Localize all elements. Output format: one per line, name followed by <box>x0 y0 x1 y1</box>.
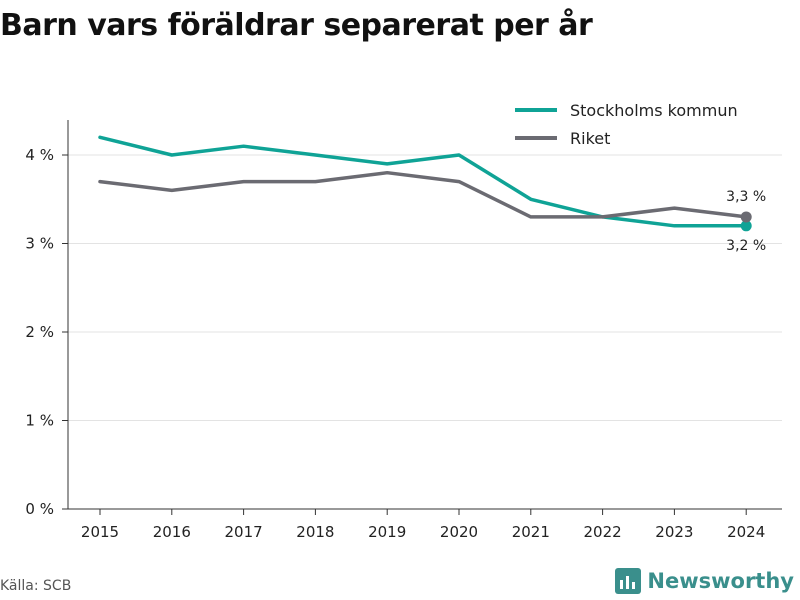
legend: Stockholms kommun Riket <box>510 92 778 154</box>
brand-logo: Newsworthy <box>615 568 794 594</box>
x-tick-label: 2024 <box>727 523 765 541</box>
y-tick-label: 1 % <box>25 412 54 430</box>
bar-chart-logo-icon <box>615 568 642 594</box>
grid-lines <box>68 154 782 421</box>
chart-title: Barn vars föräldrar separerat per år <box>0 8 593 43</box>
x-tick-label: 2017 <box>225 523 263 541</box>
x-tick-label: 2022 <box>584 523 622 541</box>
brand-name: Newsworthy <box>647 569 794 593</box>
y-tick-label: 0 % <box>25 500 54 518</box>
legend-item: Stockholms kommun <box>570 101 738 120</box>
y-tick-label: 4 % <box>25 146 54 164</box>
x-tick-label: 2019 <box>368 523 406 541</box>
x-tick-label: 2021 <box>512 523 550 541</box>
x-tick-label: 2016 <box>153 523 191 541</box>
axes <box>67 120 782 510</box>
y-axis-ticks: 0 % 1 % 2 % 3 % 4 % <box>25 146 68 518</box>
legend-item: Riket <box>570 129 610 148</box>
y-tick-label: 3 % <box>25 235 54 253</box>
y-tick-label: 2 % <box>25 323 54 341</box>
x-tick-label: 2020 <box>440 523 478 541</box>
series-line <box>98 170 748 219</box>
data-label: 3,2 % <box>726 238 766 254</box>
legend-background <box>510 92 778 154</box>
data-label: 3,3 % <box>726 189 766 205</box>
x-tick-label: 2023 <box>655 523 693 541</box>
x-tick-label: 2015 <box>81 523 119 541</box>
x-axis-ticks: 2015 2016 2017 2018 2019 2020 2021 2022 2023 2024 <box>81 509 765 541</box>
series-end-marker <box>740 220 752 232</box>
data-labels: 3,2 % 3,3 % <box>726 189 766 254</box>
series-lines <box>98 135 752 232</box>
series-end-marker <box>740 211 752 223</box>
series-line <box>98 135 748 228</box>
x-tick-label: 2018 <box>296 523 334 541</box>
source-note: Källa: SCB <box>0 578 72 594</box>
